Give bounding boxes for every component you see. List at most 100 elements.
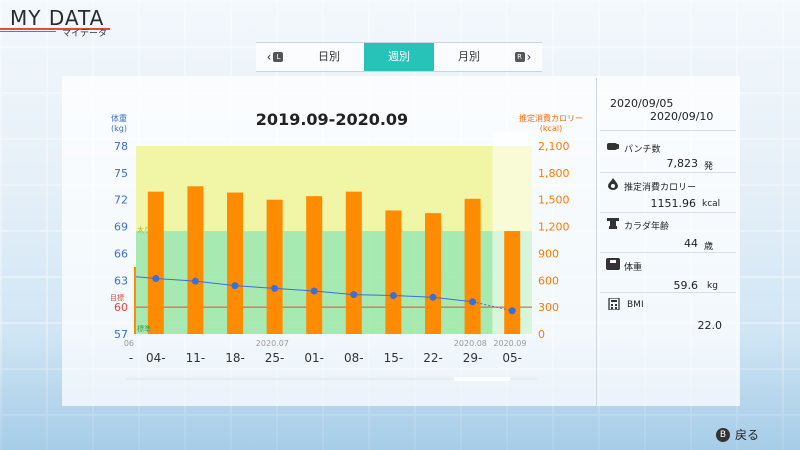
weight-line-projection xyxy=(472,301,513,312)
calorie-bar xyxy=(187,186,204,334)
y-right-tick-label: 1,200 xyxy=(538,221,570,234)
weight-line xyxy=(135,276,473,303)
y-left-tick-label: 75 xyxy=(114,167,128,180)
scale-icon xyxy=(606,258,620,270)
y-left-tick-label: 78 xyxy=(114,140,128,153)
calorie-bar xyxy=(504,231,521,334)
l-button-icon: L xyxy=(273,52,284,62)
calorie-bar xyxy=(227,192,243,334)
y-right-tick-label: 300 xyxy=(538,301,559,314)
x-tick-label: 05- xyxy=(502,351,522,365)
y-axis-accent xyxy=(134,266,136,334)
flame-icon xyxy=(608,178,618,190)
x-tick-label: 11- xyxy=(186,351,206,365)
y-right-tick-label: 2,100 xyxy=(538,140,570,153)
bmi-label: BMI xyxy=(627,300,644,310)
zone-label-upper: 太り xyxy=(137,225,151,234)
x-axis-first-tick: - xyxy=(129,351,133,365)
body-age-label: カラダ年齢 xyxy=(624,222,670,232)
month-label: 2020.09 xyxy=(493,339,526,348)
calorie-bar xyxy=(425,213,441,334)
month-label: 06 xyxy=(124,339,134,348)
page-subtitle: マイデータ xyxy=(62,29,108,39)
tab-daily[interactable]: 日別 xyxy=(318,50,340,63)
summary-date-from: 2020/09/05 xyxy=(610,97,674,110)
month-label: 2020.07 xyxy=(256,339,289,348)
r-button-icon: R xyxy=(514,52,525,62)
y-right-tick-label: 1,800 xyxy=(538,167,570,180)
x-tick-label: 15- xyxy=(384,351,404,365)
weight-point xyxy=(152,274,160,282)
tab-weekly[interactable]: 週別 xyxy=(364,43,434,71)
y-right-tick-label: 900 xyxy=(538,247,559,260)
body-age-value: 44 xyxy=(684,237,698,250)
x-tick-label: 04- xyxy=(146,351,166,365)
weight-point xyxy=(310,287,318,295)
calorie-value: 1151.96 xyxy=(650,197,697,210)
x-tick-label: 25- xyxy=(265,351,285,365)
calorie-label: 推定消費カロリー xyxy=(624,183,697,193)
weight-label: 体重 xyxy=(624,263,643,273)
y-left-tick-label: 69 xyxy=(114,221,128,234)
punch-count-unit: 発 xyxy=(704,162,714,172)
body-age-unit: 歳 xyxy=(704,242,714,252)
y-right-tick-label: 600 xyxy=(538,274,559,287)
tab-prev-button[interactable]: ‹ L xyxy=(256,43,294,71)
zone-label-lower: 標準 xyxy=(137,324,151,333)
summary-separator xyxy=(600,212,736,213)
y-left-tick-label: 63 xyxy=(114,274,128,287)
scroll-thumb[interactable] xyxy=(454,377,510,381)
month-label: 2020.08 xyxy=(454,339,487,348)
weight-point xyxy=(429,293,437,301)
tab-next-button[interactable]: R › xyxy=(504,43,542,71)
panel-divider xyxy=(596,78,597,406)
back-button[interactable]: B 戻る xyxy=(716,426,759,443)
weight-point xyxy=(469,298,477,306)
x-tick-label: 01- xyxy=(304,351,324,365)
tab-monthly[interactable]: 月別 xyxy=(458,50,480,63)
chevron-left-icon: ‹ xyxy=(266,50,272,64)
y-left-axis-unit: (kg) xyxy=(111,124,127,133)
body-icon xyxy=(607,218,619,229)
bmi-value: 22.0 xyxy=(697,319,723,332)
summary-separator xyxy=(600,252,736,253)
summary-separator xyxy=(600,172,736,173)
y-left-tick-label: 60 xyxy=(114,301,128,314)
calculator-icon xyxy=(608,298,620,310)
summary-date-to: 2020/09/10 xyxy=(650,110,714,123)
title-underline-short xyxy=(0,31,56,32)
title-underline xyxy=(0,28,110,30)
y-right-axis-label: 推定消費カロリー xyxy=(519,113,583,123)
punch-count-value: 7,823 xyxy=(666,157,699,170)
calorie-unit: kcal xyxy=(702,199,721,209)
y-right-axis-unit: (kcal) xyxy=(540,124,562,133)
weight-unit: kg xyxy=(707,281,718,291)
weight-point xyxy=(350,291,358,299)
period-tabs: ‹ L 日別 週別 月別 R › xyxy=(256,42,542,72)
weight-point xyxy=(231,282,239,290)
y-left-axis-label: 体重 xyxy=(111,113,127,123)
calorie-bar xyxy=(147,191,164,334)
calorie-bar xyxy=(306,196,323,334)
punch-icon xyxy=(607,143,619,150)
back-button-label: 戻る xyxy=(735,428,760,442)
calorie-bar xyxy=(385,210,402,334)
y-right-tick-label: 1,500 xyxy=(538,194,570,207)
x-tick-label: 08- xyxy=(344,351,364,365)
calorie-bar xyxy=(464,198,481,334)
punch-count-label: パンチ数 xyxy=(624,145,661,155)
summary-separator xyxy=(600,130,736,131)
calorie-bar xyxy=(345,191,362,334)
weight-point xyxy=(271,284,279,292)
chevron-right-icon: › xyxy=(526,50,532,64)
y-right-tick-label: 0 xyxy=(538,328,545,341)
y-left-tick-label: 72 xyxy=(114,194,128,207)
summary-separator xyxy=(600,292,736,293)
x-tick-label: 18- xyxy=(225,351,245,365)
weight-point xyxy=(191,277,199,285)
weight-value: 59.6 xyxy=(673,279,699,292)
b-button-icon: B xyxy=(716,427,730,442)
target-label: 目標 xyxy=(110,293,124,302)
weight-point xyxy=(389,292,397,300)
